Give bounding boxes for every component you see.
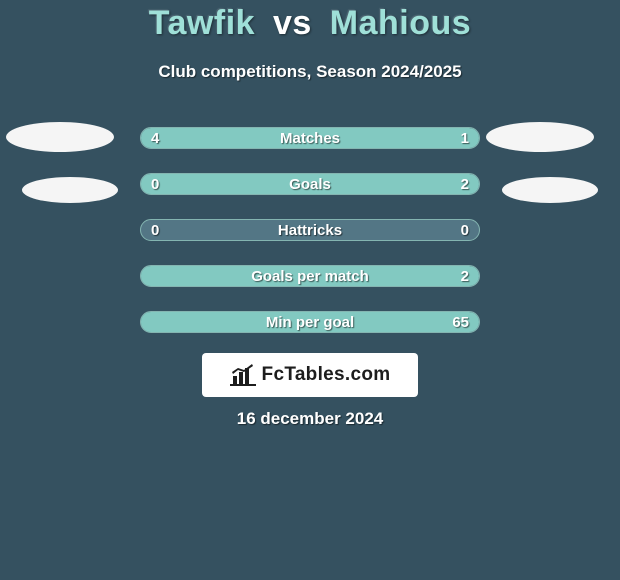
stat-label: Min per goal <box>141 312 479 332</box>
stats-card: Tawfik vs Mahious Club competitions, Sea… <box>0 0 620 580</box>
stat-row: Hattricks0 0 <box>140 219 480 241</box>
stat-value-left: 0 <box>151 174 159 194</box>
stat-label: Goals per match <box>141 266 479 286</box>
brand-chart-icon <box>230 364 256 386</box>
player2-name: Mahious <box>330 4 471 42</box>
stat-value-left: 4 <box>151 128 159 148</box>
title-row: Tawfik vs Mahious <box>0 4 620 43</box>
stat-row: Matches4 1 <box>140 127 480 149</box>
stat-label: Hattricks <box>141 220 479 240</box>
stat-rows: Matches41Goals02Hattricks00Goals per mat… <box>140 127 480 333</box>
avatar-placeholder-right-1 <box>486 122 594 152</box>
stat-row: Goals0 2 <box>140 173 480 195</box>
stat-value-right: 1 <box>461 128 469 148</box>
brand-badge: FcTables.com <box>202 353 418 397</box>
stat-value-right: 2 <box>461 174 469 194</box>
player1-name: Tawfik <box>149 4 255 42</box>
stat-value-right: 2 <box>461 266 469 286</box>
brand-text: FcTables.com <box>262 364 391 386</box>
subtitle: Club competitions, Season 2024/2025 <box>0 62 620 82</box>
avatar-placeholder-left-2 <box>22 177 118 203</box>
stat-value-left: 0 <box>151 220 159 240</box>
avatar-placeholder-left-1 <box>6 122 114 152</box>
stat-label: Matches <box>141 128 479 148</box>
title-vs: vs <box>273 4 312 42</box>
stat-row: Goals per match2 <box>140 265 480 287</box>
avatar-placeholder-right-2 <box>502 177 598 203</box>
stat-value-right: 65 <box>452 312 469 332</box>
date-text: 16 december 2024 <box>0 409 620 429</box>
stat-row: Min per goal65 <box>140 311 480 333</box>
stat-value-right: 0 <box>461 220 469 240</box>
stat-label: Goals <box>141 174 479 194</box>
